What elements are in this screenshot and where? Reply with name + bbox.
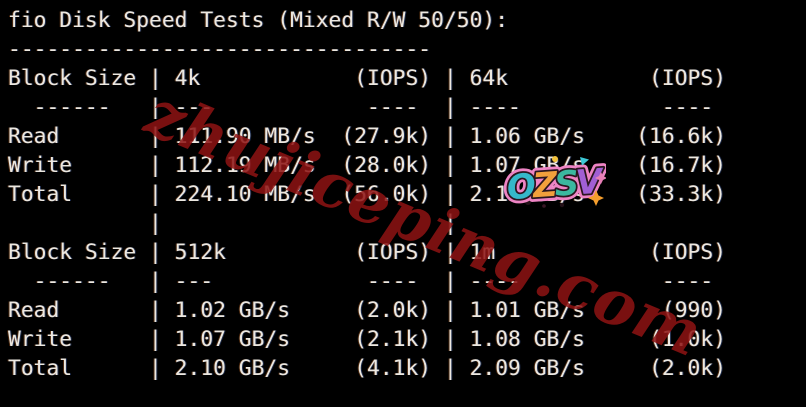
sticker-letter: O [506, 166, 537, 208]
sparkle-triangle-icon [580, 157, 589, 166]
terminal-output: fio Disk Speed Tests (Mixed R/W 50/50): -… [8, 6, 726, 383]
terminal-line-table1-header: Block Size | 4k (IOPS) | 64k (IOPS) [8, 66, 727, 91]
sparkle-dot-icon [552, 156, 558, 162]
sticker-outline-text: OZSV [506, 161, 606, 208]
ozsv-sticker: OZSV OZSV OZSV [501, 156, 606, 212]
terminal-line-title: fio Disk Speed Tests (Mixed R/W 50/50): [8, 8, 509, 33]
terminal-line-table2-total: Total | 2.10 GB/s (4.1k) | 2.09 GB/s (2.… [8, 356, 727, 381]
ozsv-sticker-letters: OZSV OZSV OZSV [501, 157, 606, 212]
terminal-line-table2-header: Block Size | 512k (IOPS) | 1m (IOPS) [8, 240, 727, 265]
terminal-line-table1-write: Write | 112.19 MB/s (28.0k) | 1.07 GB/s … [8, 153, 727, 178]
terminal-line-table1-total: Total | 224.10 MB/s (56.0k) | 2.13 GB/s … [8, 182, 727, 207]
terminal-line-table2-read: Read | 1.02 GB/s (2.0k) | 1.01 GB/s (990… [8, 298, 727, 323]
terminal-line-table2-write: Write | 1.07 GB/s (2.1k) | 1.08 GB/s (1.… [8, 327, 727, 352]
terminal-line-spacer: | | [8, 211, 457, 236]
terminal-line-separator: --------------------------------- [8, 37, 432, 62]
terminal-line-table2-underline: ------ | --- ---- | ---- ---- [8, 269, 714, 294]
sticker-letter: S [553, 163, 579, 205]
sparkle-star-icon [588, 190, 604, 206]
sticker-fill-text: OZSV [506, 161, 606, 208]
ozsv-sticker-drips [525, 199, 565, 208]
terminal-line-table1-read: Read | 111.90 MB/s (27.9k) | 1.06 GB/s (… [8, 124, 727, 149]
sparkle-star-icon [595, 172, 606, 184]
terminal-line-table1-underline: ------ | --- ---- | ---- ---- [8, 95, 714, 120]
